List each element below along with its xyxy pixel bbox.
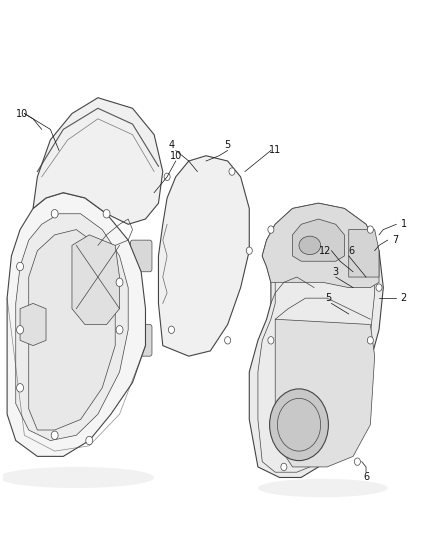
Polygon shape [33,98,163,224]
Circle shape [17,326,24,334]
Text: 5: 5 [325,293,332,303]
Text: 7: 7 [392,235,398,245]
Text: 4: 4 [168,140,174,150]
Circle shape [17,384,24,392]
Circle shape [164,173,170,181]
Polygon shape [275,319,374,467]
Circle shape [229,168,235,175]
Polygon shape [293,219,344,261]
Circle shape [376,284,382,292]
Circle shape [367,337,373,344]
Text: 6: 6 [363,472,369,482]
Text: 12: 12 [319,246,332,256]
Text: 1: 1 [401,219,407,229]
Text: 10: 10 [16,109,28,118]
Ellipse shape [258,479,388,497]
FancyBboxPatch shape [191,166,221,185]
Text: 5: 5 [225,140,231,150]
Ellipse shape [35,325,96,419]
Text: 3: 3 [333,267,339,277]
Ellipse shape [180,247,230,281]
Circle shape [168,326,174,334]
Text: 6: 6 [349,246,355,256]
Ellipse shape [180,203,228,240]
Polygon shape [349,230,379,277]
Circle shape [51,431,58,440]
Circle shape [225,337,231,344]
Circle shape [116,278,123,287]
Circle shape [268,226,274,233]
Polygon shape [7,192,145,456]
Polygon shape [16,214,128,441]
Circle shape [268,337,274,344]
Circle shape [103,209,110,218]
Circle shape [367,226,373,233]
Circle shape [17,262,24,271]
Circle shape [51,209,58,218]
Circle shape [281,463,287,471]
Circle shape [86,437,93,445]
Text: 11: 11 [269,146,281,156]
Polygon shape [159,156,249,356]
Polygon shape [20,303,46,345]
Circle shape [354,458,360,465]
Ellipse shape [299,236,321,255]
Circle shape [116,326,123,334]
Polygon shape [262,203,379,288]
FancyBboxPatch shape [162,239,181,279]
FancyBboxPatch shape [131,240,152,272]
Ellipse shape [0,467,154,488]
Circle shape [270,389,328,461]
Circle shape [246,247,252,254]
Polygon shape [249,203,383,478]
Text: 10: 10 [170,151,182,161]
Polygon shape [29,230,115,430]
Polygon shape [72,235,120,325]
Text: 2: 2 [401,293,407,303]
FancyBboxPatch shape [131,325,152,356]
